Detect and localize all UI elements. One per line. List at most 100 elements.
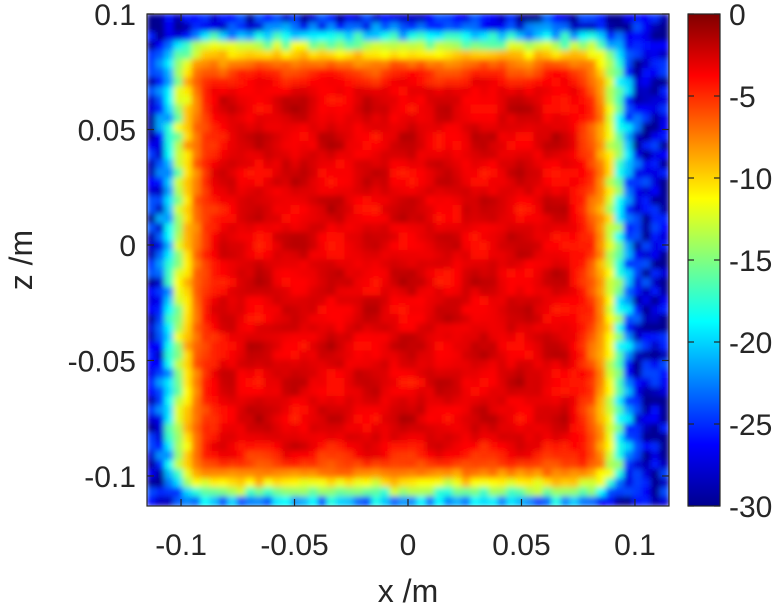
heatmap-cell [533, 159, 544, 170]
heatmap-cell [542, 177, 553, 188]
heatmap-cell [443, 377, 454, 389]
heatmap-cell [164, 259, 175, 270]
heatmap-cell [659, 177, 669, 188]
heatmap-cell [398, 186, 409, 197]
heatmap-cell [227, 131, 238, 143]
heatmap-cell [281, 487, 292, 498]
heatmap-cell [407, 77, 418, 88]
heatmap-cell [578, 22, 589, 33]
heatmap-cell [218, 159, 229, 170]
x-axis-label: x /m [378, 573, 438, 609]
heatmap-cell [218, 341, 229, 352]
heatmap-cell [389, 250, 400, 261]
heatmap-cell [155, 341, 166, 352]
heatmap-cell [362, 277, 373, 288]
heatmap-cell [497, 150, 508, 161]
heatmap-cell [551, 332, 562, 343]
heatmap-cell [371, 469, 382, 480]
heatmap-cell [542, 441, 553, 452]
heatmap-cell [272, 168, 283, 179]
heatmap-cell [326, 59, 337, 70]
heatmap-cell [353, 150, 364, 161]
heatmap-cell [623, 496, 634, 506]
heatmap-cell [596, 22, 607, 33]
heatmap-cell [209, 159, 220, 170]
heatmap-cell [623, 223, 634, 234]
heatmap-cell [272, 396, 283, 407]
heatmap-cell [299, 131, 310, 143]
heatmap-cell [542, 31, 553, 42]
heatmap-cell [461, 450, 472, 461]
heatmap-cell [227, 250, 238, 261]
heatmap-cell [164, 159, 175, 170]
heatmap-cell [344, 350, 355, 361]
heatmap-cell [596, 396, 607, 407]
heatmap-cell [533, 131, 544, 143]
heatmap-cell [263, 332, 274, 343]
heatmap-cell [290, 478, 301, 489]
heatmap-cell [353, 469, 364, 480]
heatmap-cell [272, 241, 283, 252]
heatmap-cell [191, 305, 202, 316]
heatmap-cell [452, 86, 463, 97]
heatmap-cell [254, 232, 265, 243]
heatmap-cell [560, 295, 571, 307]
heatmap-cell [524, 350, 535, 361]
heatmap-cell [335, 387, 346, 398]
heatmap-cell [200, 387, 211, 398]
heatmap-cell [596, 150, 607, 161]
heatmap-cell [596, 286, 607, 297]
heatmap-cell [632, 268, 643, 279]
heatmap-cell [605, 204, 616, 215]
heatmap-cell [164, 131, 175, 143]
heatmap-cell [344, 441, 355, 452]
heatmap-cell [569, 241, 580, 252]
heatmap-cell [560, 204, 571, 215]
heatmap-cell [254, 77, 265, 88]
heatmap-cell [551, 150, 562, 161]
heatmap-cell [506, 131, 517, 143]
heatmap-cell [452, 40, 463, 51]
heatmap-cell [425, 414, 436, 425]
heatmap-cell [326, 159, 337, 170]
heatmap-cell [147, 277, 157, 288]
heatmap-cell [164, 432, 175, 443]
heatmap-cell [605, 496, 616, 506]
heatmap-cell [461, 259, 472, 270]
y-tick-label: -0.05 [68, 345, 136, 378]
heatmap-cell [506, 213, 517, 225]
heatmap-cell [542, 377, 553, 389]
heatmap-cell [407, 177, 418, 188]
heatmap-cell [380, 250, 391, 261]
heatmap-cell [227, 232, 238, 243]
heatmap-cell [281, 31, 292, 42]
heatmap-cell [191, 396, 202, 407]
heatmap-cell [173, 341, 184, 352]
heatmap-cell [299, 277, 310, 288]
heatmap-cell [416, 396, 427, 407]
heatmap-cell [623, 186, 634, 197]
heatmap-cell [155, 186, 166, 197]
heatmap-cell [623, 204, 634, 215]
heatmap-cell [317, 159, 328, 170]
heatmap-cell [173, 31, 184, 42]
heatmap-cell [147, 496, 157, 506]
heatmap-cell [434, 22, 445, 33]
heatmap-cell [380, 469, 391, 480]
heatmap-cell [614, 441, 625, 452]
heatmap-cell [533, 469, 544, 480]
heatmap-cell [443, 396, 454, 407]
heatmap-cell [488, 469, 499, 480]
heatmap-cell [200, 450, 211, 461]
heatmap-cell [470, 405, 481, 416]
heatmap-cell [317, 77, 328, 88]
heatmap-cell [398, 259, 409, 270]
heatmap-cell [245, 86, 256, 97]
heatmap-cell [344, 223, 355, 234]
heatmap-cell [605, 387, 616, 398]
heatmap-cell [209, 186, 220, 197]
heatmap-cell [641, 305, 652, 316]
heatmap-cell [632, 195, 643, 206]
heatmap-cell [191, 68, 202, 79]
heatmap-cell [416, 31, 427, 42]
